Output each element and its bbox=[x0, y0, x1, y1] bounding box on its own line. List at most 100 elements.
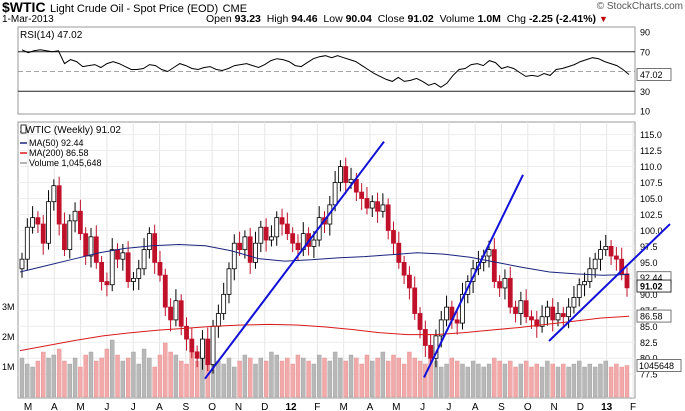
copyright: © StockCharts.com bbox=[596, 1, 683, 12]
price-value-tag-label: 91.02 bbox=[640, 282, 663, 292]
volume-bar bbox=[465, 366, 470, 398]
candle-body bbox=[290, 233, 296, 244]
candle-body bbox=[210, 325, 216, 366]
price-value-tag bbox=[636, 279, 672, 293]
volume-bar bbox=[184, 363, 189, 398]
candle-body bbox=[141, 249, 147, 270]
candle-body bbox=[555, 313, 561, 321]
volume-bar bbox=[513, 366, 518, 398]
price-tick-label: 77.5 bbox=[640, 370, 658, 380]
candle-body bbox=[550, 306, 556, 321]
down-arrow-icon: ▼ bbox=[598, 14, 608, 24]
volume-bar bbox=[534, 363, 539, 398]
instrument-name: Light Crude Oil - Spot Price (EOD) bbox=[50, 3, 219, 15]
candle-body bbox=[120, 252, 126, 260]
candle-body bbox=[502, 277, 508, 289]
volume-bar bbox=[603, 360, 608, 398]
candle-body bbox=[380, 204, 386, 212]
x-axis-label: M bbox=[339, 402, 347, 411]
price-tick-label: 112.5 bbox=[640, 146, 662, 156]
rsi-label: RSI(14) 47.02 bbox=[20, 30, 83, 41]
candle-body bbox=[523, 300, 529, 318]
candle-body bbox=[428, 345, 434, 359]
volume-bar bbox=[571, 363, 577, 398]
volume-bar bbox=[476, 363, 481, 398]
candle-body bbox=[412, 287, 418, 314]
volume-bar bbox=[30, 366, 35, 398]
candle-body bbox=[385, 204, 391, 231]
volume-bar bbox=[258, 357, 264, 398]
candle-body bbox=[125, 252, 131, 282]
volume-bar bbox=[545, 360, 550, 398]
high-label: High bbox=[266, 13, 289, 25]
volume-bar bbox=[51, 354, 57, 398]
volume-bar bbox=[582, 366, 587, 398]
candle-body bbox=[460, 293, 465, 324]
volume-bar bbox=[216, 360, 221, 398]
candle-body bbox=[30, 217, 36, 228]
candle-body bbox=[407, 274, 412, 289]
volume-bar bbox=[83, 354, 88, 398]
candle-body bbox=[237, 242, 242, 251]
volume-bar bbox=[375, 357, 380, 398]
volume-bar bbox=[322, 357, 327, 398]
volume-bar bbox=[94, 360, 99, 398]
volume-bar bbox=[481, 366, 486, 398]
volume-bar bbox=[163, 342, 168, 398]
candle-body bbox=[40, 223, 46, 244]
price-tick-label: 102.5 bbox=[640, 210, 663, 220]
price-value-tag-label: 86.58 bbox=[640, 312, 663, 322]
trendline bbox=[204, 141, 385, 380]
x-axis-label: 12 bbox=[285, 402, 297, 411]
open-label: Open bbox=[206, 13, 232, 25]
candle-body bbox=[576, 284, 582, 298]
volume-bar bbox=[157, 354, 163, 398]
volume-bar bbox=[619, 366, 624, 398]
ma200-line bbox=[19, 315, 630, 352]
candle-body bbox=[619, 258, 625, 275]
candle-body bbox=[56, 185, 62, 225]
x-axis-label: J bbox=[446, 402, 451, 411]
candle-body bbox=[274, 217, 280, 238]
price-tick-label: 95.0 bbox=[640, 258, 658, 268]
candle-body bbox=[518, 300, 524, 314]
candle-body bbox=[184, 325, 189, 340]
candle-body bbox=[157, 261, 163, 276]
volume-bar bbox=[359, 363, 364, 398]
volume-bar bbox=[131, 351, 136, 398]
x-axis-label: D bbox=[577, 402, 584, 411]
price-value-tag bbox=[636, 309, 672, 323]
rsi-value-tag bbox=[636, 68, 672, 81]
volume-bar bbox=[141, 348, 147, 398]
volume-bar bbox=[173, 354, 179, 398]
candle-body bbox=[444, 306, 449, 321]
volume-value: 1.0M bbox=[477, 13, 501, 25]
quote-summary: Open 93.23 High 94.46 Low 90.04 Close 91… bbox=[206, 13, 608, 25]
volume-bar bbox=[221, 363, 226, 398]
volume-bar bbox=[614, 363, 619, 398]
volume-bar bbox=[168, 351, 173, 398]
candle-body bbox=[438, 319, 444, 337]
volume-bar bbox=[316, 354, 322, 398]
candle-body bbox=[497, 281, 503, 289]
candle-body bbox=[178, 300, 184, 327]
candle-body bbox=[529, 316, 534, 321]
volume-bar bbox=[274, 354, 279, 398]
volume-value-tag bbox=[636, 359, 682, 372]
candle-body bbox=[253, 242, 258, 263]
candle-body bbox=[582, 281, 587, 286]
volume-bar bbox=[279, 360, 285, 398]
candle-body bbox=[311, 239, 317, 247]
x-axis-label: N bbox=[235, 402, 242, 411]
x-axis-label: F bbox=[630, 402, 636, 411]
volume-axis-label: 3M bbox=[2, 302, 15, 312]
volume-bar bbox=[518, 363, 524, 398]
x-axis-label: M bbox=[392, 402, 400, 411]
volume-bar bbox=[502, 363, 508, 398]
candle-body bbox=[613, 255, 619, 260]
low-value: 90.04 bbox=[345, 13, 372, 25]
candle-body bbox=[359, 191, 365, 199]
chart-title: $WTIC Light Crude Oil - Spot Price (EOD)… bbox=[2, 0, 247, 17]
rsi-panel-frame bbox=[17, 26, 636, 115]
volume-bar bbox=[460, 363, 465, 398]
